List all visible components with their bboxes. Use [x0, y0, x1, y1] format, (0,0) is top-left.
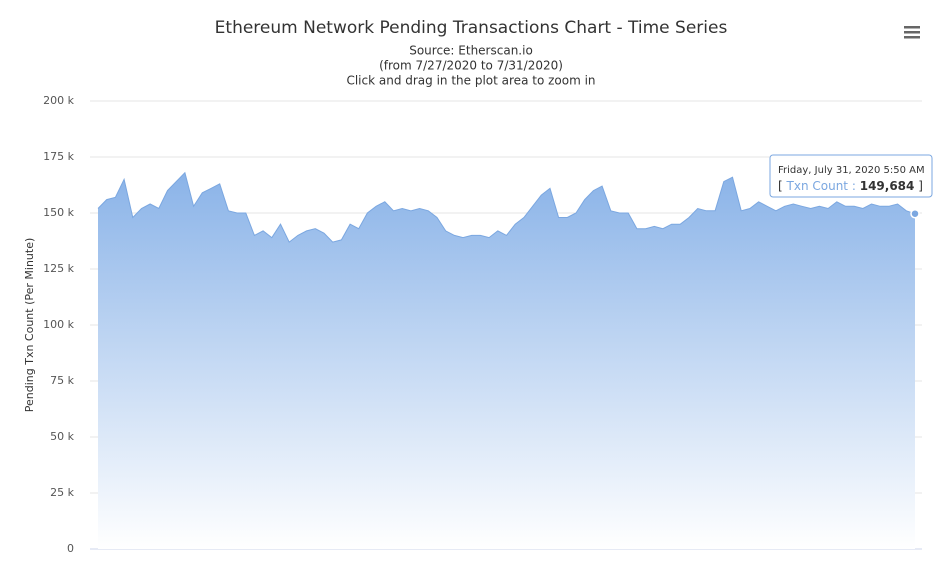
y-tick-label: 125 k: [43, 262, 74, 275]
subtitle: (from 7/27/2020 to 7/31/2020): [379, 59, 563, 73]
tooltip-separator: :: [852, 179, 856, 193]
tooltip: Friday, July 31, 2020 5:50 AM [ Txn Count…: [769, 154, 933, 219]
tooltip-bracket: [: [778, 179, 783, 193]
y-tick-label: 100 k: [43, 318, 74, 331]
tooltip-bracket: ]: [918, 179, 923, 193]
menu-bar: [904, 36, 920, 39]
tooltip-row: [ Txn Count : 149,684 ]: [778, 179, 923, 193]
chart-title: Ethereum Network Pending Transactions Ch…: [215, 18, 728, 38]
y-axis-title: Pending Txn Count (Per Minute): [23, 238, 36, 413]
plot-area: 0 25 k 50 k 75 k 100 k 125 k 150 k 175 k 200 k: [43, 94, 922, 555]
tooltip-value: 149,684: [860, 179, 915, 193]
y-tick-label: 175 k: [43, 150, 74, 163]
hover-marker: [910, 208, 920, 219]
tooltip-box: [769, 154, 933, 198]
y-tick-label: 200 k: [43, 94, 74, 107]
menu-bar: [904, 26, 920, 29]
menu-button[interactable]: [902, 24, 922, 40]
y-tick-label: 0: [67, 542, 74, 555]
tooltip-series-name: Txn Count: [786, 179, 849, 193]
tooltip-title: Friday, July 31, 2020 5:50 AM: [778, 165, 925, 176]
y-tick-label: 75 k: [50, 374, 74, 387]
y-tick-label: 150 k: [43, 206, 74, 219]
subtitle: Click and drag in the plot area to zoom …: [346, 74, 595, 88]
y-tick-label: 25 k: [50, 486, 74, 499]
menu-bar: [904, 31, 920, 34]
area: [98, 172, 915, 549]
subtitle: Source: Etherscan.io: [409, 44, 533, 58]
line: [97, 171, 916, 243]
y-tick-label: 50 k: [50, 430, 74, 443]
